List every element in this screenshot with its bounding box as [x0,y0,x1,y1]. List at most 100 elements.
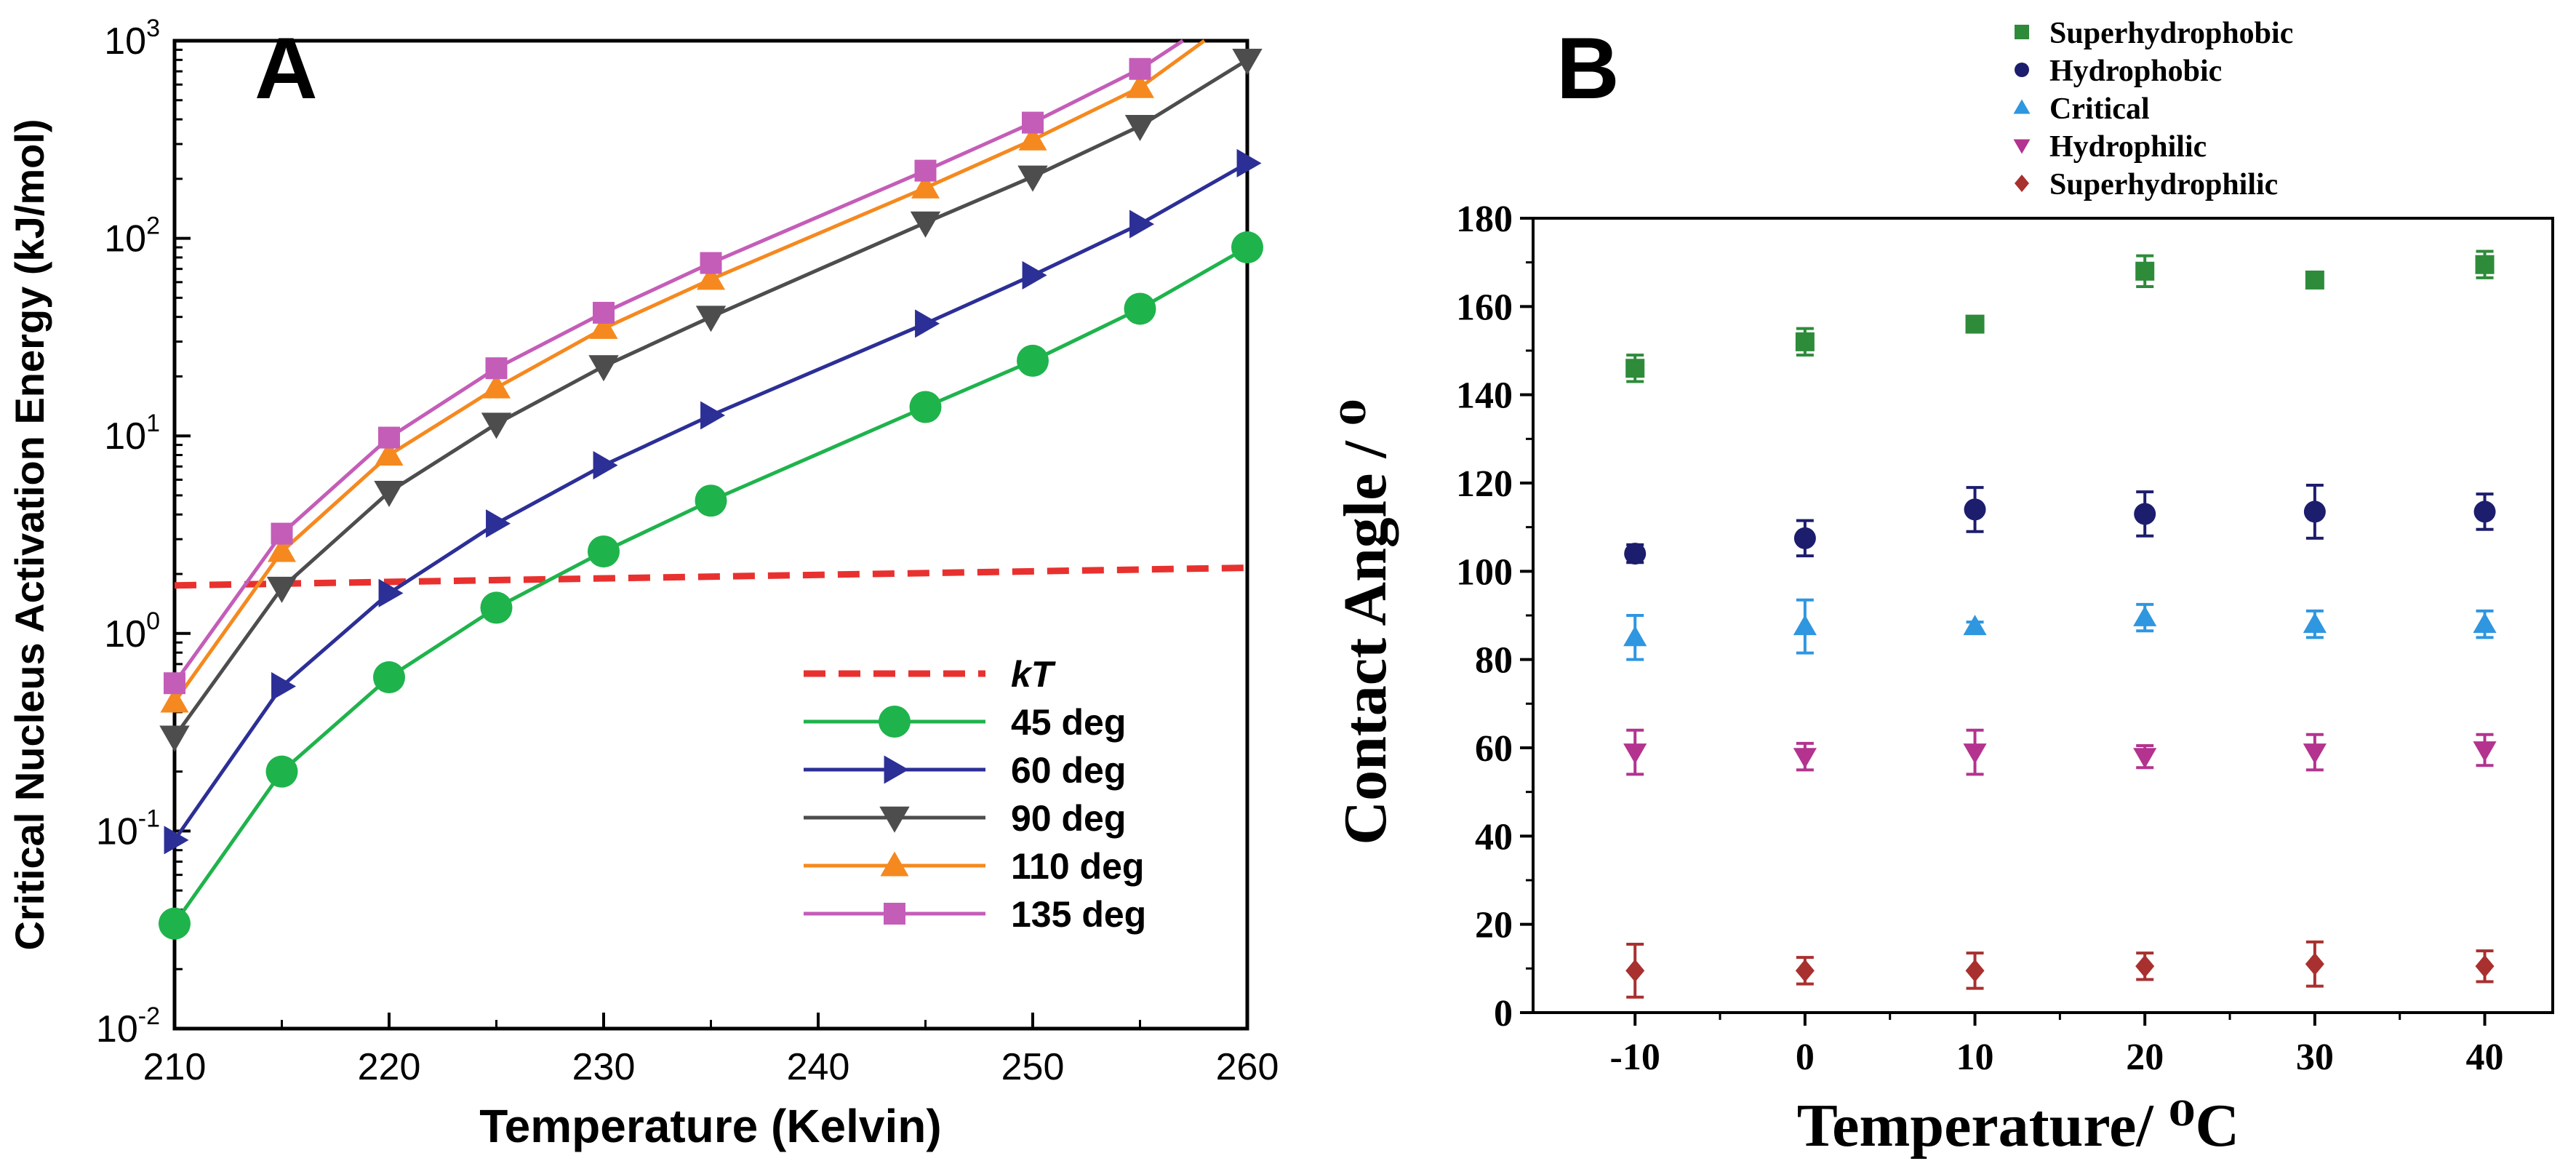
data-point [700,252,722,274]
panel-a-kt-line [174,564,1248,589]
data-point [1965,314,1985,334]
data-point [696,265,726,290]
data-point [1017,165,1048,192]
y-tick-label: 140 [1456,375,1513,417]
x-tick-label: 20 [2126,1037,2164,1078]
y-tick-label: 10-1 [96,805,160,853]
y-tick-label: 40 [1475,816,1513,858]
data-point [1795,959,1815,982]
data-point [2303,613,2327,634]
data-point [2303,743,2327,765]
y-tick-label: 180 [1456,199,1513,240]
panel-a-y-axis-label: Critical Nucleus Activation Energy (kJ/m… [7,119,52,950]
legend-label: Hydrophilic [2049,130,2207,164]
series-superhydrophilic [1625,940,2495,999]
data-point [1232,49,1263,76]
legend-item: 90 deg [804,798,1126,839]
data-point [486,509,511,538]
x-tick-label: 40 [2466,1037,2504,1078]
data-point [700,401,726,430]
series-line [172,58,1249,738]
data-point [914,159,937,182]
data-point [1793,748,1817,769]
legend-item-kt: kT [804,654,1057,695]
legend-label: Critical [2049,92,2150,126]
series-hydrophobic [1624,484,2496,565]
data-point [1625,959,1645,982]
data-point [1624,543,1647,565]
y-tick-label: 100 [1456,551,1513,593]
data-point [271,522,293,545]
data-point [2135,261,2155,281]
data-point [1022,111,1044,134]
data-point [1623,743,1647,765]
kt-dashed-line [174,564,1248,589]
data-point [2305,270,2324,290]
data-point [481,373,511,399]
data-point [2473,741,2497,762]
data-point [588,535,620,568]
data-point [265,755,298,788]
data-point [593,301,615,324]
data-point [2133,748,2157,769]
data-point [589,314,618,339]
data-point [1018,125,1047,151]
legend-kt-label: kT [1011,654,1057,695]
data-point [1793,527,1816,549]
legend-marker [2013,99,2031,114]
data-point [1793,615,1817,636]
x-tick-label: 0 [1796,1037,1815,1078]
legend-item: Critical [2013,92,2150,126]
data-point [164,826,189,855]
data-point [481,412,512,439]
data-point [2305,952,2324,976]
legend-item: Superhydrophobic [2015,17,2293,50]
data-point [593,451,618,480]
data-point [909,391,942,423]
data-point [373,661,405,694]
y-tick-label: 120 [1456,463,1513,505]
series-critical [1623,598,2497,661]
data-point [2134,503,2156,525]
data-point [1124,292,1156,325]
data-point [2303,500,2326,523]
data-point [2473,613,2497,634]
data-point [1231,231,1263,264]
data-point [159,725,190,752]
y-tick-label: 60 [1475,728,1513,770]
data-point [1022,260,1047,290]
series-superhydrophobic [1625,250,2495,383]
data-point [164,672,185,695]
x-tick-label: 10 [1956,1037,1994,1078]
data-point [2135,954,2155,978]
panel-a: A 210 220 230 240 250 260 10-2 10-1 100 101 102 103… [7,15,1279,1152]
y-tick-label: 20 [1475,905,1513,946]
legend-marker [2015,175,2029,192]
y-tick-label: 0 [1494,993,1513,1034]
data-point [266,576,297,603]
data-point [1625,359,1645,378]
data-point [485,357,508,380]
data-point [1795,332,1815,351]
y-tick-label: 102 [104,212,160,260]
x-tick-label: 230 [572,1046,636,1088]
x-tick-label: 210 [143,1046,207,1088]
panel-b-legend: Superhydrophobic Hydrophobic Critical Hydro… [2013,17,2293,202]
panel-b-series [1623,250,2497,999]
series-hydrophilic [1623,728,2497,776]
legend-marker [879,806,910,833]
x-tick-label: -10 [1610,1037,1660,1078]
legend-marker [880,851,909,877]
data-point [1124,114,1156,141]
data-point [1017,344,1049,377]
data-point [1129,57,1151,80]
legend-marker [884,755,909,784]
data-point [378,578,404,607]
legend-item: Hydrophilic [2013,130,2207,164]
data-point [2475,954,2495,978]
series-60-deg [164,148,1262,855]
data-point [378,426,400,449]
legend-marker [884,903,905,925]
panel-a-ticks: 210 220 230 240 250 260 10-2 10-1 100 101 102 103 [96,15,1279,1088]
x-tick-label: 220 [358,1046,421,1088]
